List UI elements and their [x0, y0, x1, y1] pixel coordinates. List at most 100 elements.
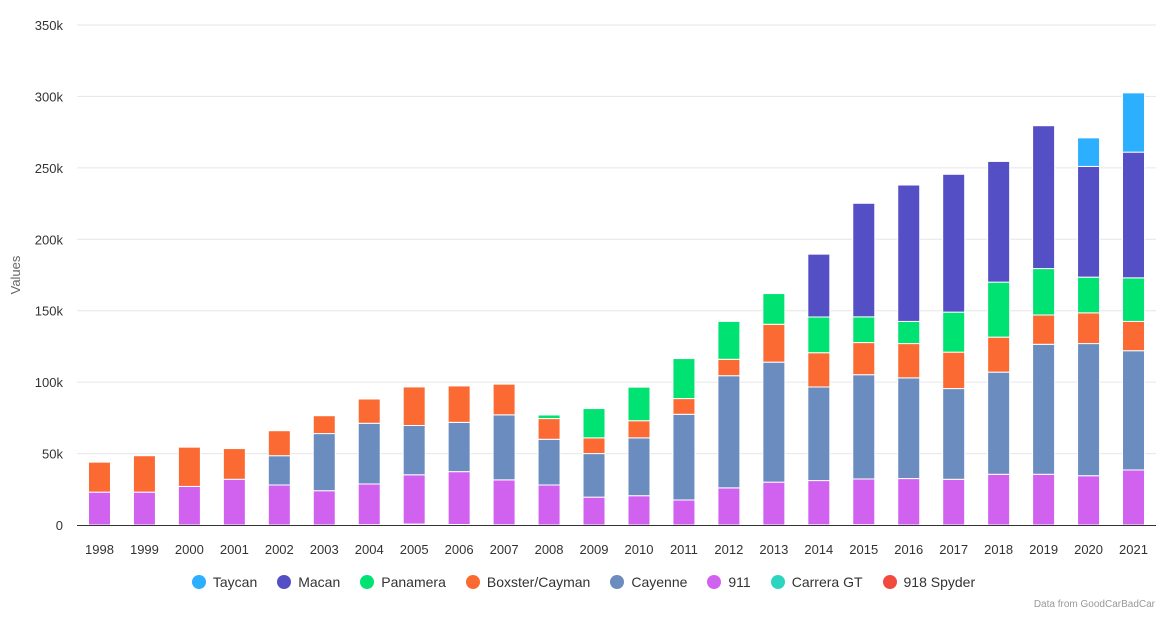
bar-segment[interactable] [1122, 350, 1146, 471]
bar-segment[interactable] [672, 413, 696, 501]
bar-segment[interactable] [537, 484, 561, 526]
bar-segment[interactable] [897, 343, 921, 379]
bar-segment[interactable] [402, 425, 426, 476]
bar-segment[interactable] [1122, 320, 1146, 352]
bar-segment[interactable] [267, 455, 291, 486]
legend-item[interactable]: Macan [277, 574, 340, 590]
bar-segment[interactable] [852, 202, 876, 318]
bar-segment[interactable] [537, 414, 561, 420]
bar-segment[interactable] [1032, 343, 1056, 475]
bar-segment[interactable] [942, 311, 966, 353]
bar-segment[interactable] [762, 481, 786, 526]
bar-segment[interactable] [402, 474, 426, 525]
bar-segment[interactable] [1077, 137, 1101, 167]
bar-segment[interactable] [1032, 314, 1056, 345]
legend-item[interactable]: 911 [707, 574, 751, 590]
bar-segment[interactable] [357, 398, 381, 424]
bar-segment[interactable] [1032, 268, 1056, 316]
legend-item[interactable]: Cayenne [610, 574, 687, 590]
bar-segment[interactable] [177, 485, 201, 526]
bar-segment[interactable] [1122, 277, 1146, 322]
bar-segment[interactable] [897, 377, 921, 480]
bar-segment[interactable] [87, 491, 111, 526]
bar-segment[interactable] [312, 415, 336, 435]
bar-segment[interactable] [852, 316, 876, 344]
bar-segment[interactable] [942, 388, 966, 480]
legend-item[interactable]: Panamera [360, 574, 446, 590]
bar-segment[interactable] [897, 478, 921, 526]
bar-segment[interactable] [627, 437, 651, 497]
bar-segment[interactable] [492, 479, 516, 526]
bar-segment[interactable] [717, 358, 741, 377]
bar-segment[interactable] [987, 336, 1011, 373]
bar-segment[interactable] [672, 398, 696, 415]
bar-segment[interactable] [582, 453, 606, 498]
bar-segment[interactable] [1077, 276, 1101, 314]
bar-segment[interactable] [852, 342, 876, 376]
bar-segment[interactable] [807, 480, 831, 526]
bar-segment[interactable] [582, 408, 606, 439]
bar-segment[interactable] [762, 361, 786, 483]
bar-segment[interactable] [852, 478, 876, 526]
bar-segment[interactable] [672, 499, 696, 526]
bar-segment[interactable] [987, 371, 1011, 475]
bar-segment[interactable] [942, 351, 966, 390]
bar-segment[interactable] [807, 253, 831, 318]
bar-segment[interactable] [807, 386, 831, 482]
bar-segment[interactable] [1032, 473, 1056, 526]
bar-segment[interactable] [762, 323, 786, 363]
bar-segment[interactable] [852, 374, 876, 480]
bar-segment[interactable] [1077, 312, 1101, 345]
bar-segment[interactable] [87, 461, 111, 493]
bar-segment[interactable] [492, 383, 516, 416]
bar-segment[interactable] [447, 421, 471, 473]
bar-segment[interactable] [492, 414, 516, 481]
bar-segment[interactable] [582, 437, 606, 455]
bar-segment[interactable] [222, 448, 246, 480]
bar-segment[interactable] [177, 446, 201, 487]
bar-segment[interactable] [267, 484, 291, 526]
legend-item[interactable]: Boxster/Cayman [465, 574, 590, 590]
bar-segment[interactable] [807, 316, 831, 354]
bar-segment[interactable] [1077, 165, 1101, 278]
bar-segment[interactable] [447, 471, 471, 525]
bar-segment[interactable] [132, 491, 156, 526]
bar-segment[interactable] [1122, 151, 1146, 279]
bar-segment[interactable] [402, 386, 426, 426]
bar-segment[interactable] [312, 490, 336, 526]
bar-segment[interactable] [987, 160, 1011, 283]
bar-segment[interactable] [1122, 92, 1146, 153]
bar-segment[interactable] [537, 438, 561, 486]
bar-segment[interactable] [987, 473, 1011, 526]
bar-segment[interactable] [717, 320, 741, 360]
bar-segment[interactable] [537, 418, 561, 440]
bar-segment[interactable] [357, 422, 381, 485]
legend-item[interactable]: 918 Spyder [882, 574, 975, 590]
bar-segment[interactable] [132, 455, 156, 493]
bar-segment[interactable] [942, 173, 966, 313]
bar-segment[interactable] [717, 375, 741, 489]
bar-segment[interactable] [222, 478, 246, 526]
legend-item[interactable]: Carrera GT [770, 574, 863, 590]
bar-segment[interactable] [897, 320, 921, 345]
bar-segment[interactable] [627, 420, 651, 439]
bar-segment[interactable] [627, 386, 651, 422]
bar-segment[interactable] [897, 184, 921, 322]
bar-segment[interactable] [672, 358, 696, 400]
bar-segment[interactable] [987, 281, 1011, 338]
bar-segment[interactable] [357, 483, 381, 526]
bar-segment[interactable] [312, 433, 336, 492]
bar-segment[interactable] [447, 385, 471, 423]
legend-item[interactable]: Taycan [191, 574, 257, 590]
bar-segment[interactable] [1122, 469, 1146, 526]
bar-segment[interactable] [807, 352, 831, 388]
bar-segment[interactable] [1077, 475, 1101, 526]
bar-segment[interactable] [582, 496, 606, 526]
bar-segment[interactable] [762, 293, 786, 325]
bar-segment[interactable] [1077, 343, 1101, 477]
bar-segment[interactable] [942, 478, 966, 526]
bar-segment[interactable] [627, 495, 651, 526]
bar-segment[interactable] [717, 487, 741, 526]
bar-segment[interactable] [1032, 125, 1056, 270]
bar-segment[interactable] [267, 430, 291, 457]
